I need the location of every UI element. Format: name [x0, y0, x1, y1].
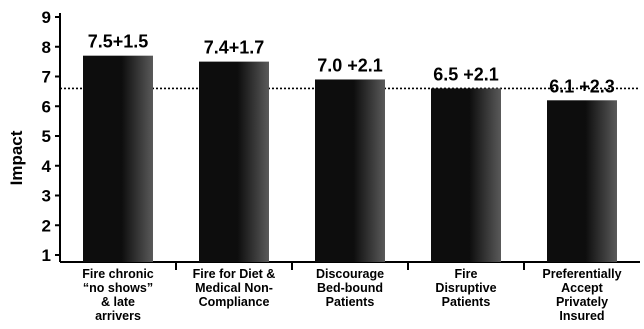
bar [431, 88, 501, 263]
bar [83, 55, 153, 262]
y-tick-label: 9 [42, 8, 51, 27]
labels-layer: 1 2 3 4 5 6 7 8 9 7.5+1.5 Fire chronic “no shows” & … [42, 8, 622, 323]
y-tick-label: 1 [42, 246, 51, 265]
bar [547, 100, 617, 262]
data-label: 7.5+1.5 [88, 32, 149, 52]
data-label: 7.4+1.7 [204, 38, 265, 58]
y-tick-label: 4 [42, 157, 52, 176]
y-tick-label: 7 [42, 68, 51, 87]
data-label: 7.0 +2.1 [317, 55, 383, 75]
category-label: Discourage Bed-bound Patients [316, 267, 384, 309]
category-label: Fire chronic “no shows” & late arrivers [82, 267, 154, 323]
data-label: 6.1 +2.3 [549, 76, 615, 96]
category-label: Fire Disruptive Patients [435, 267, 496, 309]
y-tick-label: 5 [42, 127, 51, 146]
y-tick-label: 8 [42, 38, 51, 57]
bar [199, 61, 269, 262]
bars-layer [83, 55, 617, 263]
y-tick-label: 3 [42, 187, 51, 206]
category-label: Preferentially Accept Privately Insured [542, 267, 621, 323]
y-axis-label: Impact [7, 130, 26, 185]
data-label: 6.5 +2.1 [433, 64, 499, 84]
y-tick-label: 2 [42, 216, 51, 235]
category-label: Fire for Diet & Medical Non-Compliance [193, 267, 276, 309]
y-tick-label: 6 [42, 97, 51, 116]
bar [315, 79, 385, 262]
